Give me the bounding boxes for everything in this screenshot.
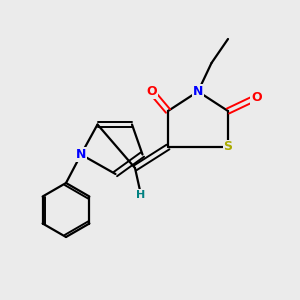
Text: O: O <box>146 85 157 98</box>
Text: H: H <box>136 190 146 200</box>
Text: S: S <box>224 140 232 154</box>
Text: O: O <box>251 91 262 104</box>
Text: N: N <box>76 148 86 161</box>
Text: N: N <box>193 85 203 98</box>
